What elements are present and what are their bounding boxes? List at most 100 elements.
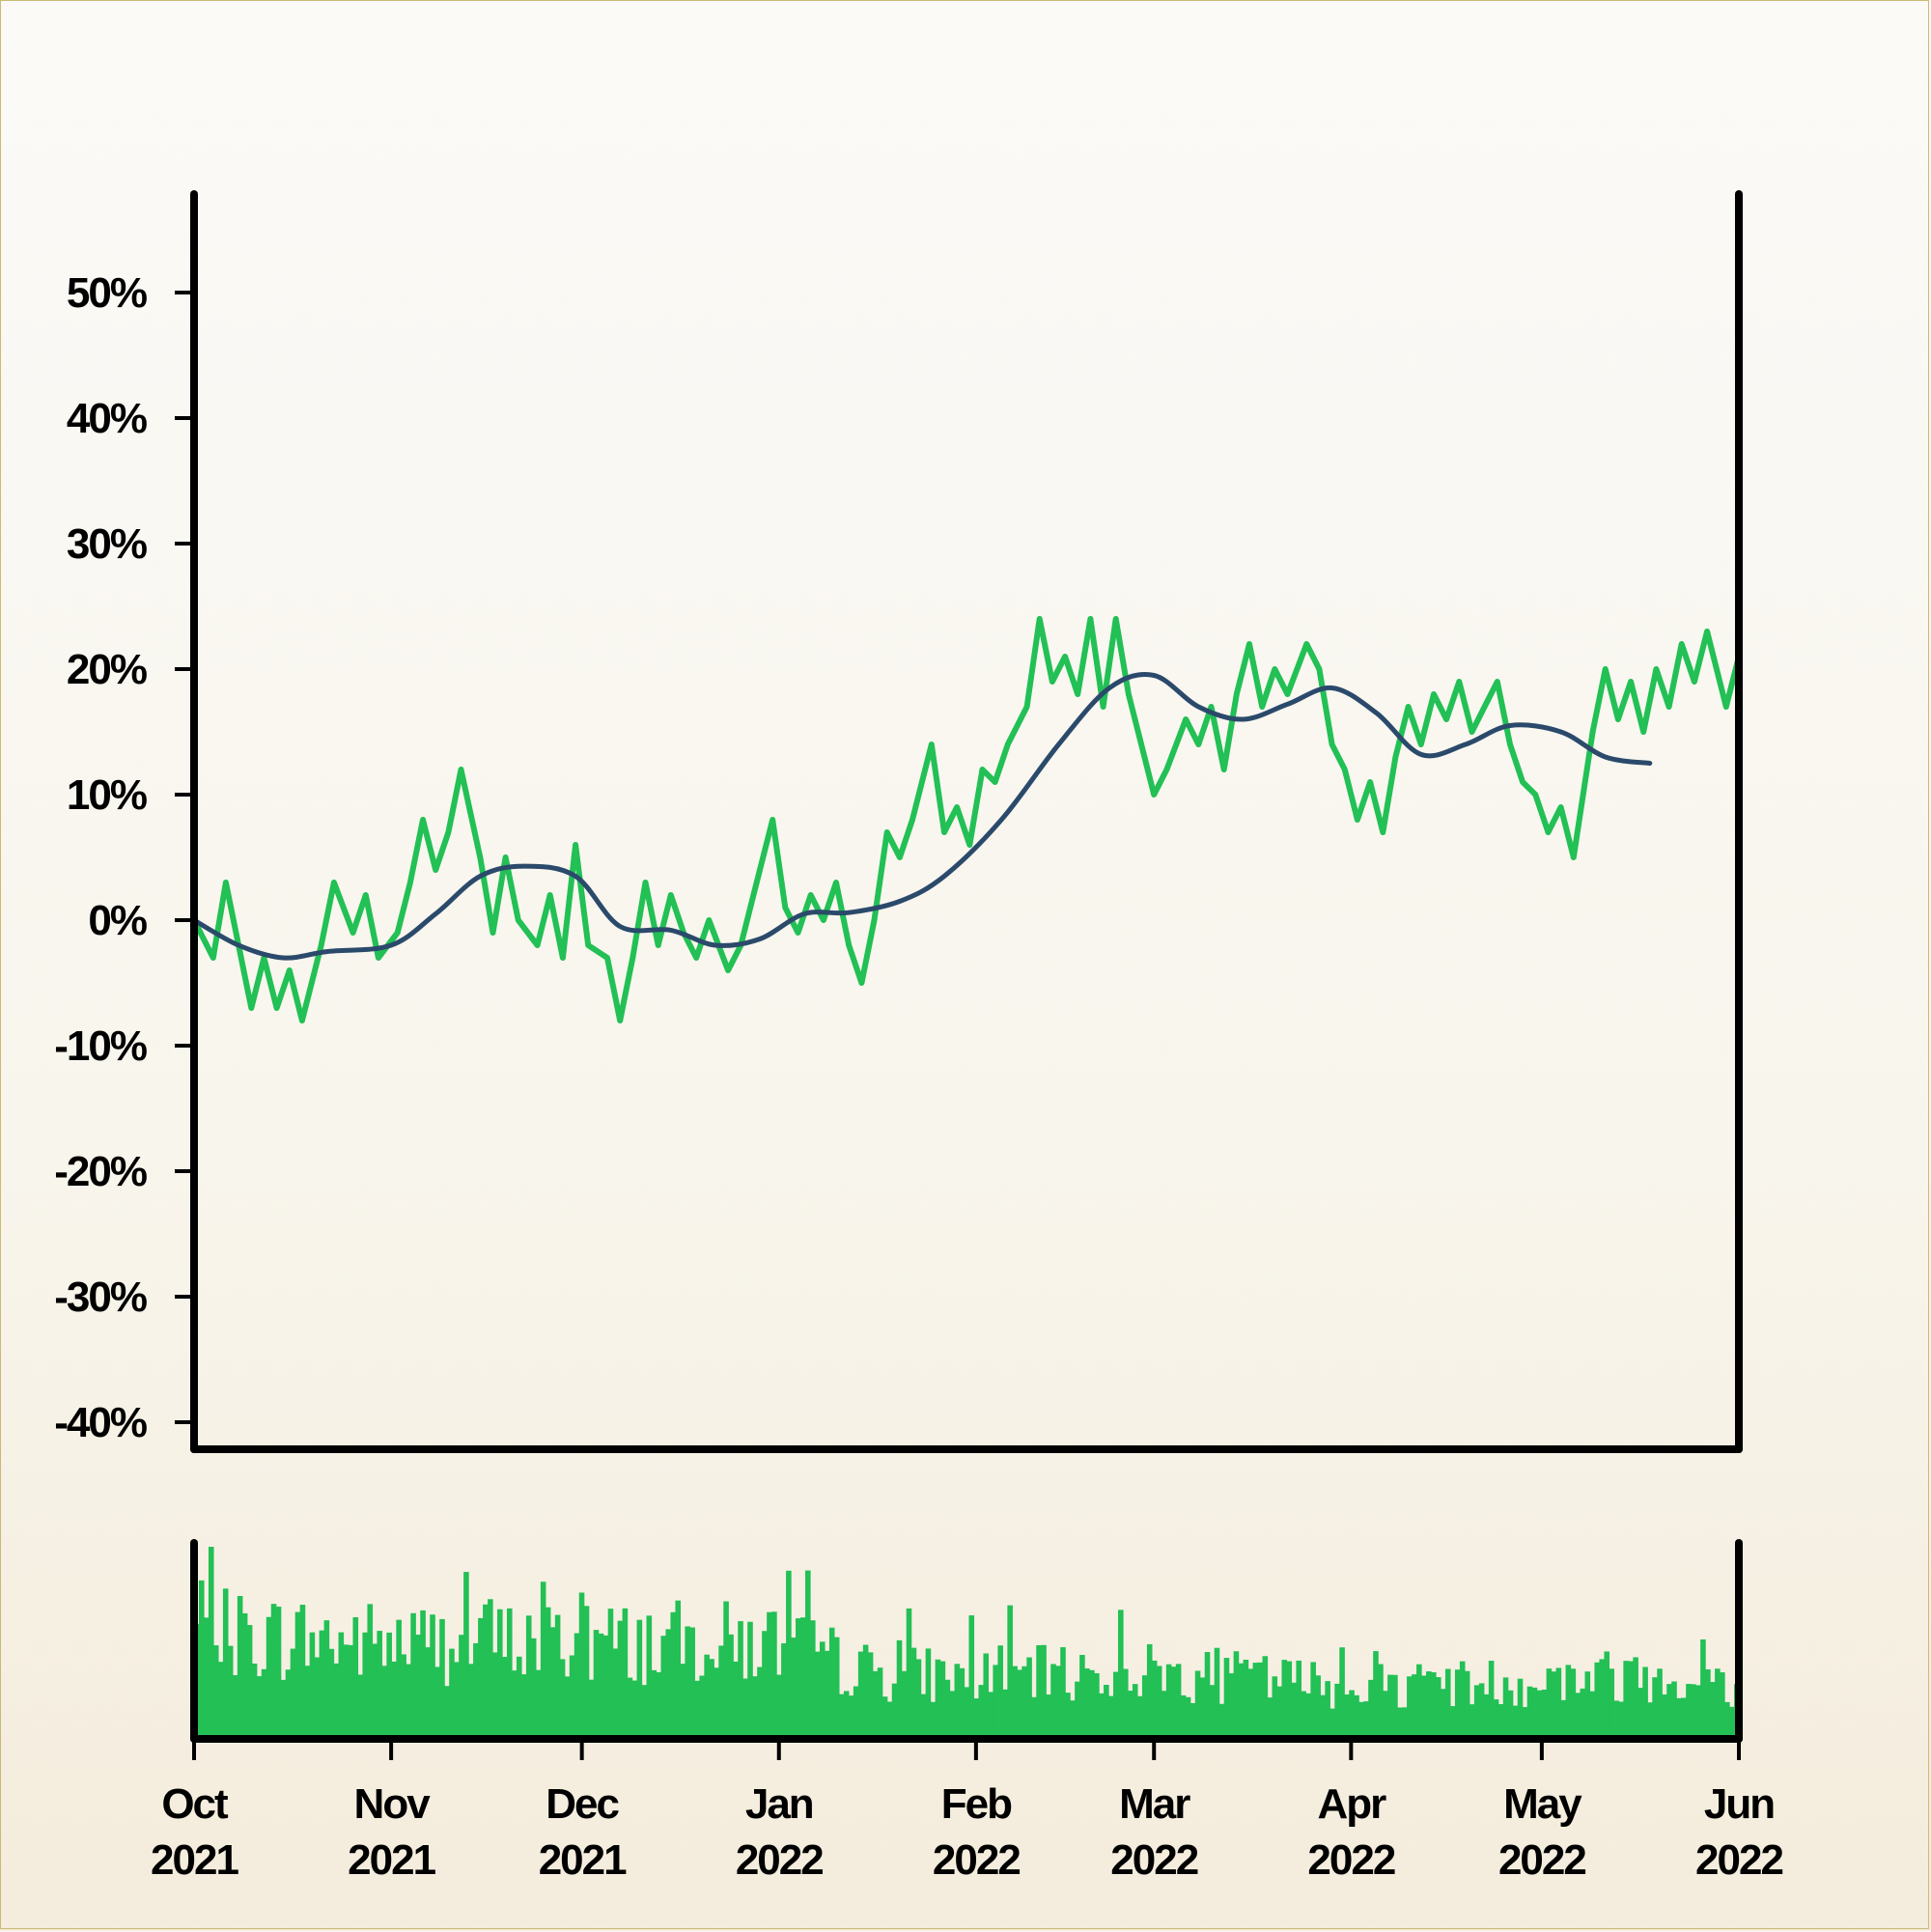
x-tick-month: Dec (546, 1780, 619, 1828)
volume-bar (1662, 1694, 1667, 1739)
volume-bar (1175, 1664, 1182, 1739)
x-tick-month: Feb (941, 1780, 1012, 1828)
volume-bar (1478, 1683, 1485, 1739)
volume-bar (1017, 1669, 1022, 1739)
volume-bar (1286, 1661, 1293, 1739)
volume-bar (1609, 1668, 1614, 1739)
volume-bar (930, 1701, 937, 1739)
volume-bar (843, 1691, 850, 1739)
volume-bar (1724, 1701, 1730, 1739)
volume-bar (786, 1570, 792, 1739)
volume-bar (964, 1687, 970, 1739)
volume-bar (1223, 1658, 1230, 1739)
volume-bar (781, 1642, 787, 1739)
volume-bar (454, 1662, 460, 1739)
moving-average-line (191, 672, 1653, 961)
volume-bar (617, 1620, 624, 1739)
x-axis: Oct 2021 Nov 2021 Dec 2021 Jan 2022 Feb 2022 Mar 20… (151, 1739, 1784, 1884)
volume-bar (386, 1632, 392, 1739)
volume-bar (1141, 1675, 1148, 1739)
volume-bar (1354, 1694, 1359, 1739)
volume-bar (1046, 1694, 1051, 1739)
volume-bar (280, 1679, 287, 1739)
volume-bar (704, 1654, 710, 1739)
volume-bar (1055, 1666, 1061, 1739)
volume-bar (497, 1609, 503, 1739)
volume-bar (973, 1698, 980, 1739)
volume-bar (1686, 1684, 1692, 1739)
volume-bar (1238, 1663, 1245, 1739)
volume-bar (1628, 1661, 1634, 1739)
volume-bar (1099, 1693, 1105, 1739)
volume-bar (1301, 1691, 1306, 1739)
volume-bar (646, 1615, 653, 1739)
volume-bar (1676, 1697, 1682, 1739)
volume-bar (444, 1686, 450, 1739)
volume-bar (1584, 1671, 1591, 1739)
volume-bar (1464, 1670, 1470, 1739)
volume-bar (1079, 1655, 1085, 1739)
volume-bar (492, 1652, 498, 1739)
volume-bar (1127, 1691, 1133, 1739)
volume-bar (1657, 1668, 1663, 1739)
y-tick-label: 30% (67, 520, 147, 568)
volume-bar (401, 1654, 406, 1739)
volume-bar (1378, 1664, 1384, 1739)
x-tick-year: 2022 (1110, 1836, 1197, 1884)
volume-bar (1555, 1667, 1562, 1739)
volume-bar (1165, 1664, 1172, 1739)
volume-bar (747, 1621, 753, 1739)
volume-bar (1281, 1660, 1288, 1739)
volume-bar (1589, 1691, 1596, 1739)
volume-bar (588, 1679, 595, 1739)
volume-bar (1570, 1668, 1577, 1739)
volume-bar (944, 1679, 951, 1739)
volume-bar (1291, 1682, 1298, 1739)
volume-bar (675, 1600, 682, 1739)
volume-bar (699, 1675, 705, 1739)
volume-bar (796, 1618, 801, 1739)
volume-bar (1637, 1688, 1643, 1739)
volume-bar (1647, 1702, 1653, 1739)
volume-bar (718, 1645, 724, 1739)
volume-bar (1104, 1684, 1109, 1739)
volume-bar (1194, 1670, 1201, 1739)
volume-bar (1469, 1704, 1475, 1739)
volume-bar (1522, 1707, 1528, 1739)
x-tick-year: 2022 (933, 1836, 1020, 1884)
volume-bar (968, 1615, 975, 1739)
volume-bar (299, 1605, 306, 1739)
x-tick-year: 2022 (1307, 1836, 1394, 1884)
volume-bar (1075, 1681, 1080, 1739)
volume-bar (1060, 1647, 1066, 1739)
volume-bar (520, 1674, 527, 1739)
volume-bar (1705, 1669, 1711, 1739)
volume-bar (1041, 1644, 1047, 1739)
volume-bar (1146, 1643, 1153, 1739)
volume-bar (685, 1626, 690, 1739)
volume-bar (285, 1669, 292, 1739)
volume-bar (1449, 1706, 1456, 1739)
volume-bar (516, 1656, 522, 1739)
y-tick-label: 20% (67, 646, 147, 693)
volume-bar (1368, 1679, 1374, 1739)
x-tick-month: Nov (354, 1780, 432, 1828)
volume-bar (338, 1632, 345, 1739)
volume-bar (776, 1674, 782, 1739)
volume-bar (420, 1610, 426, 1739)
volume-bar (738, 1621, 743, 1739)
volume-bar (222, 1588, 229, 1739)
volume-bar (867, 1652, 874, 1739)
volume-bar (352, 1617, 359, 1739)
volume-bar (459, 1635, 464, 1739)
volume-bar (767, 1611, 772, 1739)
volume-bar (1373, 1651, 1379, 1739)
volume-bar (1065, 1693, 1071, 1739)
volume-bar (891, 1683, 898, 1739)
volume-bar (1161, 1691, 1167, 1739)
x-tick-month: Jan (745, 1780, 813, 1828)
volume-bar (246, 1625, 253, 1739)
volume-bar (1560, 1699, 1567, 1739)
volume-bar (343, 1644, 350, 1739)
